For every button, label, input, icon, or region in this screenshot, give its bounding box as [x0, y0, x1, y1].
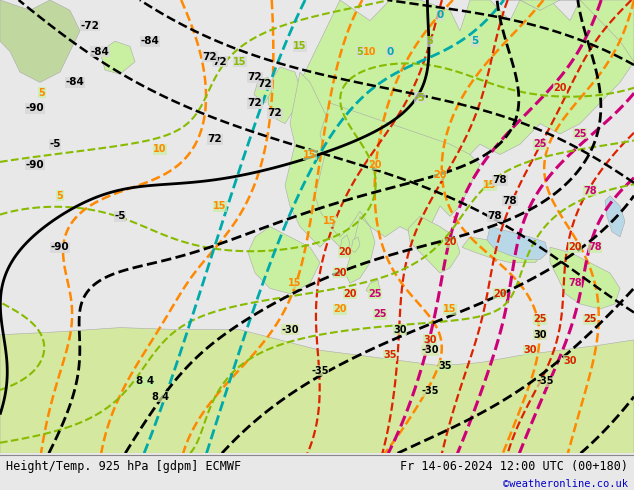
- Text: -90: -90: [51, 242, 69, 252]
- Text: -90: -90: [26, 103, 44, 113]
- Polygon shape: [462, 237, 545, 263]
- Text: 15: 15: [443, 304, 456, 314]
- Text: -35: -35: [311, 366, 329, 376]
- Text: 0: 0: [386, 47, 394, 56]
- Text: 25: 25: [583, 315, 597, 324]
- Text: -30: -30: [281, 325, 299, 335]
- Text: 78: 78: [488, 211, 502, 221]
- Polygon shape: [100, 41, 135, 74]
- Text: -5: -5: [49, 139, 61, 149]
- Text: -5: -5: [415, 93, 425, 103]
- Polygon shape: [408, 216, 460, 273]
- Text: 30: 30: [393, 325, 407, 335]
- Text: 15: 15: [288, 278, 302, 288]
- Text: -35: -35: [536, 376, 553, 386]
- Polygon shape: [345, 216, 375, 283]
- Text: -72: -72: [81, 21, 100, 31]
- Polygon shape: [315, 103, 480, 237]
- Text: 72: 72: [212, 57, 228, 67]
- Text: 30: 30: [523, 345, 537, 355]
- Text: 5: 5: [56, 191, 63, 201]
- Text: 15: 15: [303, 149, 317, 160]
- Polygon shape: [487, 226, 548, 260]
- Text: 72: 72: [208, 134, 223, 144]
- Text: 35: 35: [383, 350, 397, 360]
- Text: 5: 5: [39, 88, 46, 98]
- Text: ©weatheronline.co.uk: ©weatheronline.co.uk: [503, 480, 628, 490]
- Text: 20: 20: [343, 289, 357, 298]
- Text: 20: 20: [433, 170, 447, 180]
- Text: 20: 20: [333, 268, 347, 278]
- Text: 20: 20: [368, 160, 382, 170]
- Text: 72: 72: [268, 108, 282, 118]
- Text: -84: -84: [65, 77, 84, 87]
- Text: 5: 5: [471, 36, 479, 46]
- Text: 78: 78: [503, 196, 517, 206]
- Text: 35: 35: [438, 361, 452, 371]
- Text: 20: 20: [553, 82, 567, 93]
- Text: 25: 25: [533, 139, 547, 149]
- Text: 25: 25: [573, 129, 586, 139]
- Polygon shape: [550, 247, 620, 309]
- Text: 78: 78: [588, 242, 602, 252]
- Polygon shape: [0, 328, 634, 453]
- Polygon shape: [248, 226, 320, 294]
- Polygon shape: [285, 72, 370, 258]
- Text: -5: -5: [114, 211, 126, 221]
- Polygon shape: [500, 0, 634, 62]
- Text: 25: 25: [368, 289, 382, 298]
- Text: 15: 15: [233, 57, 247, 67]
- Polygon shape: [0, 0, 80, 82]
- Polygon shape: [254, 77, 272, 103]
- Text: 15: 15: [294, 41, 307, 51]
- Polygon shape: [605, 196, 625, 237]
- Text: 15: 15: [323, 217, 337, 226]
- Text: Height/Temp. 925 hPa [gdpm] ECMWF: Height/Temp. 925 hPa [gdpm] ECMWF: [6, 460, 242, 473]
- Polygon shape: [351, 237, 360, 252]
- Text: -30: -30: [421, 345, 439, 355]
- Text: 20: 20: [339, 247, 352, 257]
- Text: 8 4: 8 4: [136, 376, 154, 386]
- Text: 20: 20: [443, 237, 456, 247]
- Text: 0: 0: [436, 10, 444, 21]
- Text: 10: 10: [153, 145, 167, 154]
- Text: 72: 72: [248, 72, 262, 82]
- Text: 30: 30: [424, 335, 437, 345]
- Text: 78: 78: [493, 175, 507, 185]
- Text: 8 4: 8 4: [152, 392, 169, 402]
- Polygon shape: [366, 280, 380, 294]
- Text: 10: 10: [363, 47, 377, 56]
- Text: 15: 15: [213, 201, 227, 211]
- Text: 78: 78: [583, 186, 597, 196]
- Text: 20: 20: [333, 304, 347, 314]
- Text: 20: 20: [493, 289, 507, 298]
- Polygon shape: [268, 67, 300, 123]
- Text: -35: -35: [421, 387, 439, 396]
- Text: 72: 72: [257, 79, 273, 90]
- Text: 30: 30: [563, 356, 577, 366]
- Text: 25: 25: [373, 309, 387, 319]
- Text: 25: 25: [533, 315, 547, 324]
- Text: Fr 14-06-2024 12:00 UTC (00+180): Fr 14-06-2024 12:00 UTC (00+180): [399, 460, 628, 473]
- Text: 72: 72: [203, 51, 217, 62]
- Polygon shape: [300, 0, 634, 206]
- Text: -90: -90: [26, 160, 44, 170]
- Polygon shape: [340, 235, 350, 252]
- Text: 5: 5: [356, 47, 363, 56]
- Text: -84: -84: [141, 36, 159, 46]
- Text: 78: 78: [568, 278, 582, 288]
- Text: -84: -84: [91, 47, 110, 56]
- Text: 15: 15: [483, 180, 497, 191]
- Text: 30: 30: [533, 330, 547, 340]
- Text: 20: 20: [568, 242, 582, 252]
- Text: 72: 72: [248, 98, 262, 108]
- Text: 5: 5: [427, 36, 434, 46]
